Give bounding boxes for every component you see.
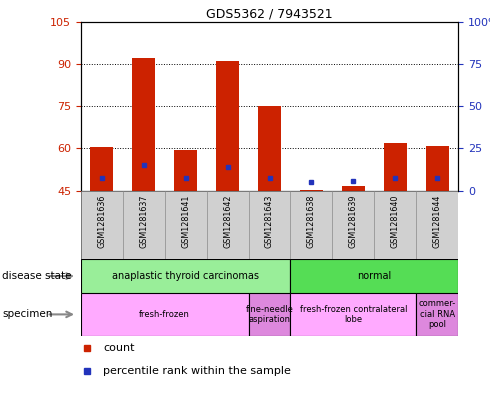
- Text: GSM1281644: GSM1281644: [433, 195, 441, 248]
- Bar: [300, 190, 323, 191]
- Bar: [291, 293, 416, 336]
- Text: fine-needle
aspiration: fine-needle aspiration: [245, 305, 294, 324]
- Bar: [291, 191, 332, 259]
- Bar: [416, 191, 458, 259]
- Text: GSM1281636: GSM1281636: [98, 195, 106, 248]
- Bar: [132, 58, 155, 191]
- Text: normal: normal: [357, 271, 392, 281]
- Text: commer-
cial RNA
pool: commer- cial RNA pool: [418, 299, 456, 329]
- Text: GSM1281637: GSM1281637: [139, 195, 148, 248]
- Bar: [81, 293, 248, 336]
- Bar: [342, 186, 365, 191]
- Bar: [123, 191, 165, 259]
- Bar: [258, 106, 281, 191]
- Title: GDS5362 / 7943521: GDS5362 / 7943521: [206, 7, 333, 20]
- Text: fresh-frozen: fresh-frozen: [139, 310, 190, 319]
- Text: fresh-frozen contralateral
lobe: fresh-frozen contralateral lobe: [299, 305, 407, 324]
- Bar: [174, 150, 197, 191]
- Bar: [248, 191, 291, 259]
- Bar: [216, 61, 239, 191]
- Text: GSM1281638: GSM1281638: [307, 195, 316, 248]
- Bar: [165, 191, 207, 259]
- Text: GSM1281642: GSM1281642: [223, 195, 232, 248]
- Text: specimen: specimen: [2, 309, 53, 320]
- Bar: [81, 191, 123, 259]
- Bar: [384, 143, 407, 191]
- Bar: [374, 191, 416, 259]
- Bar: [416, 293, 458, 336]
- Text: GSM1281639: GSM1281639: [349, 195, 358, 248]
- Bar: [426, 145, 449, 191]
- Bar: [332, 191, 374, 259]
- Text: disease state: disease state: [2, 271, 72, 281]
- Bar: [207, 191, 248, 259]
- Bar: [291, 259, 458, 293]
- Text: percentile rank within the sample: percentile rank within the sample: [103, 366, 291, 376]
- Bar: [90, 147, 113, 191]
- Text: anaplastic thyroid carcinomas: anaplastic thyroid carcinomas: [112, 271, 259, 281]
- Text: count: count: [103, 343, 135, 353]
- Text: GSM1281641: GSM1281641: [181, 195, 190, 248]
- Bar: [81, 259, 291, 293]
- Text: GSM1281640: GSM1281640: [391, 195, 400, 248]
- Bar: [248, 293, 291, 336]
- Text: GSM1281643: GSM1281643: [265, 195, 274, 248]
